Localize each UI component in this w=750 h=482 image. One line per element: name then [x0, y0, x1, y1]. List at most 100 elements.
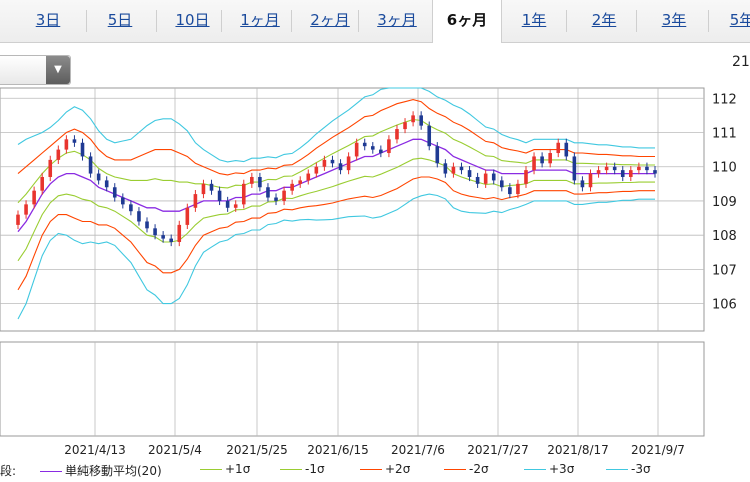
- candle-body: [395, 129, 399, 140]
- x-tick-label: 2021/4/13: [64, 443, 126, 457]
- legend-label: -3σ: [631, 462, 651, 476]
- candle-body: [620, 170, 625, 177]
- candle-body: [64, 139, 69, 150]
- candle-body: [282, 190, 286, 201]
- legend-swatch: [360, 469, 382, 470]
- candle-body: [129, 204, 133, 212]
- tab-11[interactable]: 5年: [729, 11, 750, 29]
- candle-body: [362, 142, 367, 147]
- candle-body: [443, 163, 448, 174]
- candle-body: [161, 235, 165, 239]
- candle-body: [516, 183, 520, 195]
- legend-item: +1σ: [200, 462, 250, 476]
- candle-body: [266, 187, 270, 198]
- legend-swatch: [200, 469, 222, 470]
- candle-body: [32, 190, 36, 205]
- x-tick-label: 2021/6/15: [307, 443, 369, 457]
- legend-label: +1σ: [225, 462, 251, 476]
- candle-body: [491, 173, 496, 181]
- candle-body: [338, 163, 343, 171]
- tab-6[interactable]: 3ヶ月: [377, 11, 417, 29]
- tab-separator: [291, 10, 292, 32]
- legend-label: -2σ: [469, 462, 489, 476]
- legend-label: +2σ: [385, 462, 411, 476]
- x-tick-label: 2021/7/6: [391, 443, 445, 457]
- indicator-select[interactable]: ▼: [0, 55, 71, 85]
- tab-10[interactable]: 3年: [661, 11, 687, 29]
- y-tick-label: 106: [712, 298, 737, 313]
- tab-3[interactable]: 10日: [175, 11, 210, 29]
- candle-body: [467, 170, 472, 177]
- band-minus2-line: [17, 176, 655, 291]
- candle-body: [532, 156, 536, 171]
- candle-body: [258, 176, 262, 188]
- candle-body: [209, 183, 214, 191]
- candle-body: [201, 183, 206, 195]
- x-tick-label: 2021/7/27: [467, 443, 529, 457]
- candle-body: [548, 153, 552, 164]
- candle-body: [612, 166, 617, 171]
- candle-body: [411, 115, 415, 123]
- x-tick-label: 2021/8/17: [547, 443, 609, 457]
- candle-body: [346, 156, 351, 171]
- tab-2[interactable]: 5日: [107, 11, 133, 29]
- legend-label: 単純移動平均(20): [65, 464, 162, 478]
- tab-1[interactable]: 3日: [35, 11, 61, 29]
- candle-body: [48, 159, 53, 177]
- candle-body: [40, 176, 44, 191]
- candle-body: [588, 173, 593, 188]
- candle-body: [354, 142, 359, 157]
- tab-8[interactable]: 1年: [521, 11, 547, 29]
- candle-body: [217, 190, 222, 201]
- candle-body: [475, 176, 480, 184]
- band-minus3-line: [17, 193, 655, 320]
- legend-swatch: [40, 471, 62, 472]
- candle-body: [121, 197, 125, 205]
- tab-4[interactable]: 1ヶ月: [240, 11, 280, 29]
- tab-5[interactable]: 2ヶ月: [310, 11, 350, 29]
- candle-body: [290, 183, 294, 191]
- y-tick-label: 112: [712, 92, 737, 107]
- candle-body: [483, 173, 488, 184]
- legend-item: +2σ: [360, 462, 410, 476]
- candle-body: [387, 139, 391, 154]
- legend-item: +3σ: [524, 462, 574, 476]
- candle-body: [596, 170, 601, 174]
- candle-body: [645, 166, 649, 171]
- candle-body: [233, 204, 238, 208]
- tab-separator: [566, 10, 567, 32]
- candle-body: [435, 146, 440, 164]
- candle-body: [629, 170, 633, 177]
- candle-body: [177, 224, 182, 243]
- candle-body: [403, 122, 407, 130]
- candle-body: [169, 238, 174, 243]
- period-tab-bar: 3日 5日 10日 1ヶ月 2ヶ月 3ヶ月 6ヶ月 1年 2年 3年 5年: [0, 0, 750, 43]
- band-plus3-line: [17, 87, 655, 163]
- legend-item: 単純移動平均(20): [40, 462, 162, 479]
- tab-separator: [86, 10, 87, 32]
- candle-body: [499, 180, 504, 188]
- legend-item: -1σ: [280, 462, 325, 476]
- legend-swatch: [524, 469, 546, 470]
- candle-body: [580, 180, 585, 188]
- chevron-down-icon[interactable]: ▼: [46, 56, 70, 84]
- tab-7[interactable]: 6ヶ月: [432, 0, 502, 43]
- candle-body: [459, 166, 464, 171]
- candle-body: [16, 214, 20, 225]
- candle-body: [241, 183, 246, 205]
- candle-body: [572, 156, 577, 181]
- legend-prefix: 段:: [0, 464, 17, 478]
- candle-body: [298, 180, 303, 184]
- candle-body: [322, 159, 327, 167]
- candle-body: [80, 142, 85, 157]
- candle-body: [604, 166, 609, 171]
- candle-body: [185, 207, 190, 225]
- tab-9[interactable]: 2年: [591, 11, 617, 29]
- candle-body: [250, 176, 254, 184]
- candle-body: [112, 187, 117, 198]
- candle-body: [137, 211, 141, 222]
- candle-body: [564, 142, 569, 157]
- candle-body: [145, 221, 149, 229]
- sub-plot-frame: [0, 341, 705, 437]
- candle-body: [314, 166, 319, 174]
